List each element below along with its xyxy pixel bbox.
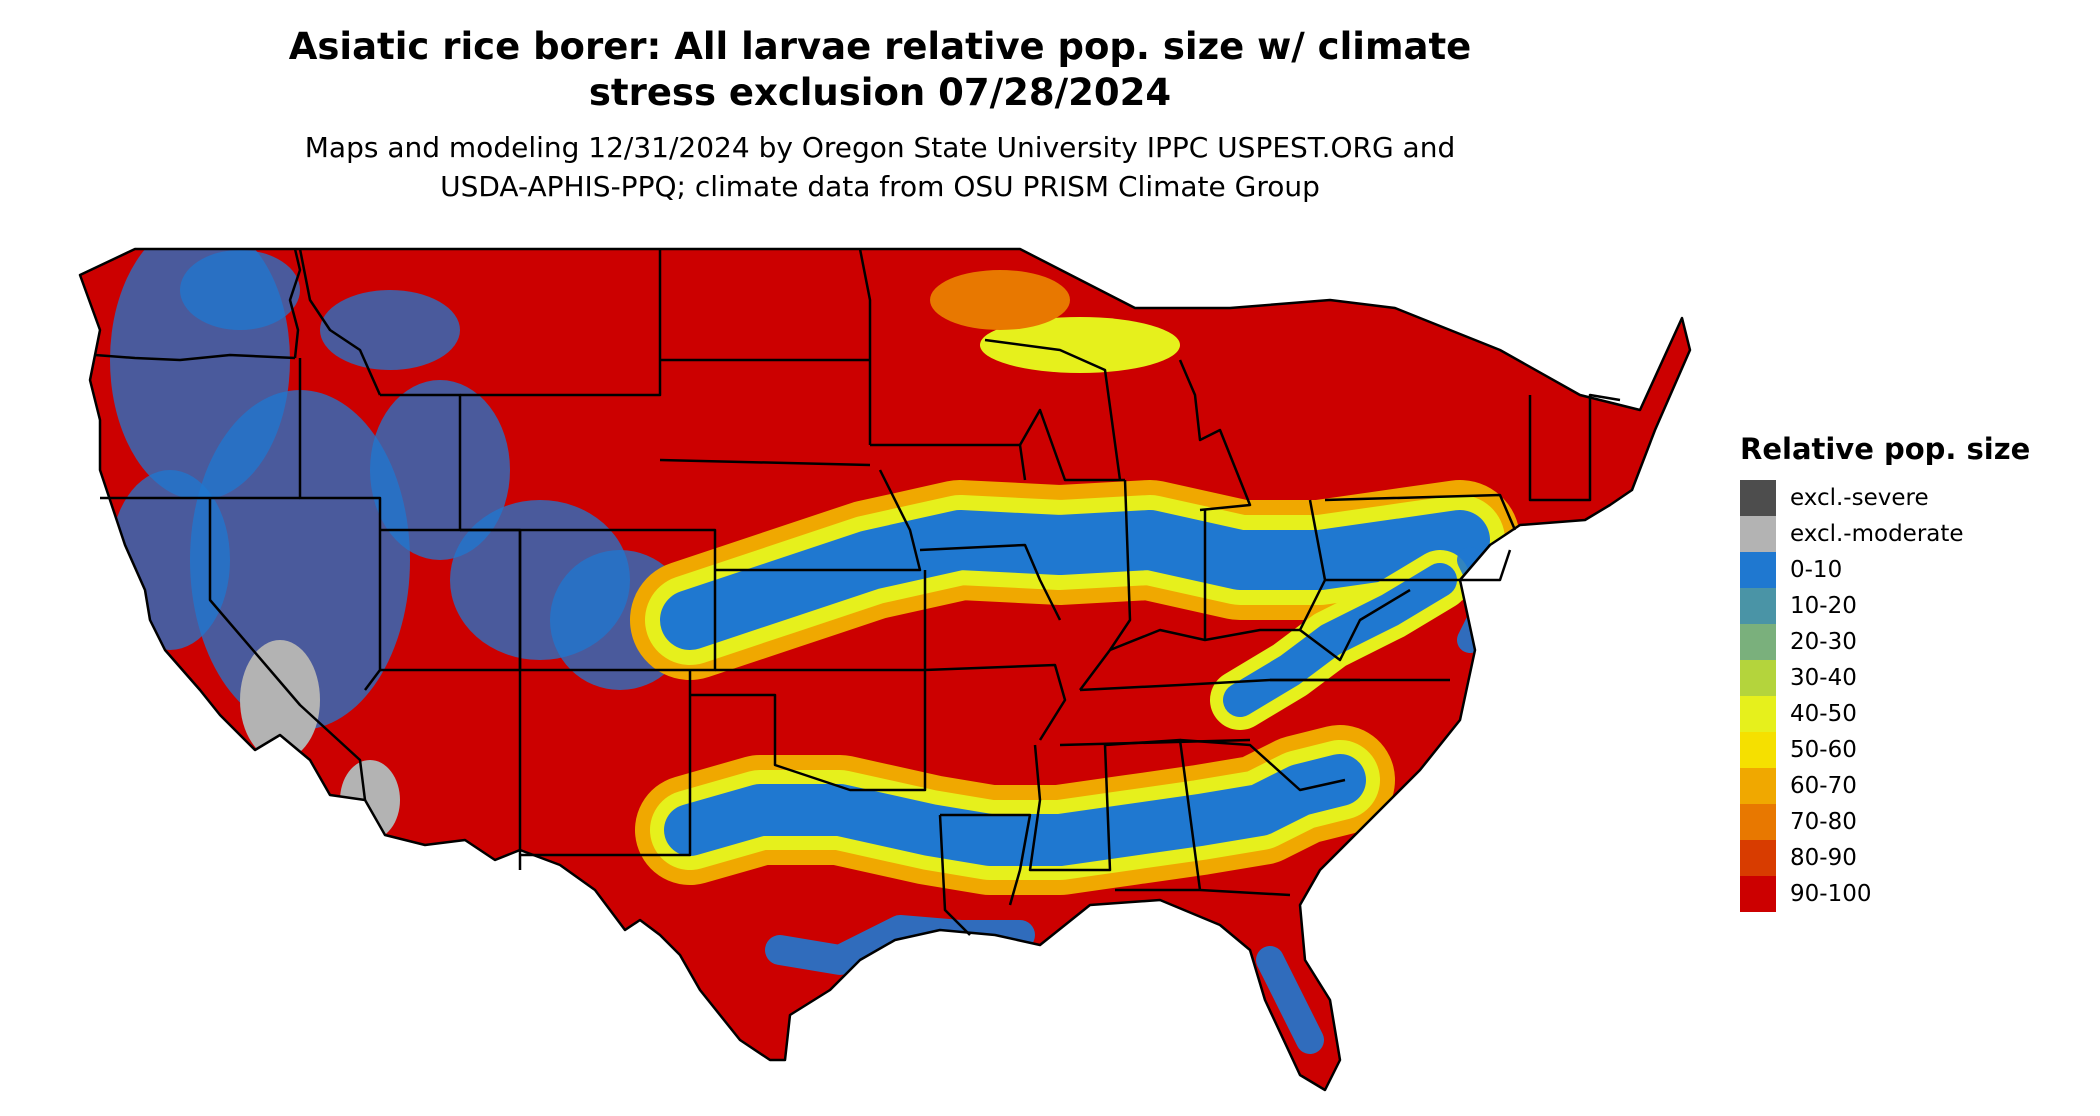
border-nm-tx (520, 670, 692, 857)
legend-label: 20-30 (1790, 629, 1857, 655)
border-dakotas-mn (858, 248, 872, 445)
raster-zone (240, 640, 320, 760)
border-ar-la (940, 813, 1032, 906)
border-la-tx (938, 814, 971, 936)
border-id-wy-ut (380, 393, 462, 532)
legend-item: 60-70 (1740, 768, 2030, 804)
border-nv-ut-az (298, 358, 382, 691)
legend-label: 30-40 (1790, 665, 1857, 691)
border-tn-south (1059, 738, 1251, 747)
border-ne-ks (715, 469, 922, 572)
legend-item: 10-20 (1740, 588, 2030, 624)
map-title-line-1: Asiatic rice borer: All larvae relative … (288, 25, 1472, 68)
border-wv-va (1299, 588, 1411, 662)
legend-item: 50-60 (1740, 732, 2030, 768)
border-pa-ny (1324, 493, 1517, 531)
raster-zone (930, 270, 1070, 330)
legend-item: excl.-severe (1740, 480, 2030, 516)
raster-zone (1256, 946, 1324, 1054)
legend-swatch (1740, 552, 1776, 588)
raster-zone (980, 317, 1180, 373)
border-ga-sc (1179, 738, 1346, 792)
border-mt-wy (460, 249, 662, 397)
legend-swatch (1740, 768, 1776, 804)
border-wi-mi (984, 338, 1122, 481)
raster-zone (190, 390, 410, 730)
legend-label: excl.-moderate (1790, 521, 1964, 547)
border-wi-il (1018, 408, 1125, 482)
legend-swatch (1740, 660, 1776, 696)
legend-title: Relative pop. size (1740, 432, 2031, 466)
border-wy-co (460, 528, 717, 672)
legend-item: 20-30 (1740, 624, 2030, 660)
legend-swatch (1740, 696, 1776, 732)
legend-swatch (1740, 876, 1776, 912)
border-il-in (1108, 479, 1132, 651)
legend-label: 80-90 (1790, 845, 1857, 871)
legend-label: excl.-severe (1790, 485, 1929, 511)
border-fl-north (1115, 888, 1291, 897)
map-title: Asiatic rice borer: All larvae relative … (170, 24, 1590, 116)
border-ky-oh-river (1079, 628, 1300, 691)
legend-item: 0-10 (1740, 552, 2030, 588)
state-borders (78, 247, 1692, 1092)
legend-swatch (1740, 804, 1776, 840)
border-ia-mo (919, 543, 1062, 621)
raster-zone (180, 250, 300, 330)
legend-item: excl.-moderate (1740, 516, 2030, 552)
legend-item: 70-80 (1740, 804, 2030, 840)
border-or-id (288, 248, 302, 359)
raster-zone (660, 510, 1490, 650)
raster-zone (340, 760, 400, 840)
border-mi-lower (1178, 359, 1252, 512)
legend-swatch (1740, 480, 1776, 516)
legend-swatch (1740, 624, 1776, 660)
raster-zone (320, 290, 460, 370)
legend-label: 50-60 (1790, 737, 1857, 763)
raster-zone (664, 754, 1366, 866)
border-pa-south (1325, 549, 1512, 582)
raster-zone (1457, 547, 1503, 653)
legend-swatch (1740, 516, 1776, 552)
legend-swatch (1740, 588, 1776, 624)
legend-label: 60-70 (1790, 773, 1857, 799)
legend-item: 80-90 (1740, 840, 2030, 876)
legend: Relative pop. size excl.-severe excl.-mod… (1740, 432, 2030, 912)
legend-swatch (1740, 840, 1776, 876)
border-ok-tx (690, 670, 927, 792)
legend-label: 70-80 (1790, 809, 1857, 835)
legend-swatch (1740, 732, 1776, 768)
border-mo-ar (924, 663, 1067, 741)
legend-item: 40-50 (1740, 696, 2030, 732)
border-id-mt (298, 248, 382, 396)
border-sd-ne (659, 458, 871, 467)
legend-items: excl.-severe excl.-moderate 0-10 10-20 20-30… (1740, 480, 2030, 912)
border-wa-or (94, 353, 296, 362)
legend-label: 90-100 (1790, 881, 1872, 907)
map-subtitle-line-1: Maps and modeling 12/31/2024 by Oregon S… (304, 131, 1456, 164)
legend-label: 40-50 (1790, 701, 1857, 727)
border-ny-ne (1528, 393, 1621, 502)
border-ms-al (1028, 744, 1112, 872)
map-subtitle: Maps and modeling 12/31/2024 by Oregon S… (170, 128, 1590, 206)
legend-label: 0-10 (1790, 557, 1843, 583)
map-subtitle-line-2: USDA-APHIS-PPQ; climate data from OSU PR… (440, 170, 1320, 203)
map-title-line-2: stress exclusion 07/28/2024 (588, 71, 1172, 114)
border-ca-nv (208, 498, 367, 801)
legend-item: 30-40 (1740, 660, 2030, 696)
raster-zone (370, 380, 510, 560)
legend-item: 90-100 (1740, 876, 2030, 912)
legend-label: 10-20 (1790, 593, 1857, 619)
